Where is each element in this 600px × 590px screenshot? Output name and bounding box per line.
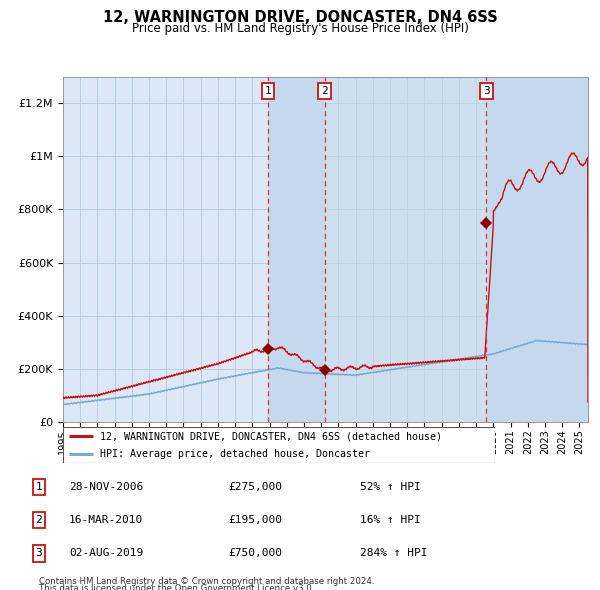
Text: 2: 2: [322, 86, 328, 96]
Text: 2: 2: [35, 516, 43, 525]
Bar: [325, 77, 486, 422]
Text: HPI: Average price, detached house, Doncaster: HPI: Average price, detached house, Donc…: [100, 449, 370, 459]
Text: 52% ↑ HPI: 52% ↑ HPI: [360, 482, 421, 491]
Text: 02-AUG-2019: 02-AUG-2019: [69, 549, 143, 558]
Text: £750,000: £750,000: [228, 549, 282, 558]
Text: This data is licensed under the Open Government Licence v3.0.: This data is licensed under the Open Gov…: [39, 584, 314, 590]
Bar: [486, 77, 588, 422]
Text: 16-MAR-2010: 16-MAR-2010: [69, 516, 143, 525]
Text: Contains HM Land Registry data © Crown copyright and database right 2024.: Contains HM Land Registry data © Crown c…: [39, 577, 374, 586]
Text: 284% ↑ HPI: 284% ↑ HPI: [360, 549, 427, 558]
Text: £195,000: £195,000: [228, 516, 282, 525]
FancyBboxPatch shape: [63, 427, 495, 463]
Text: 3: 3: [35, 549, 43, 558]
Text: 3: 3: [483, 86, 490, 96]
Text: Price paid vs. HM Land Registry's House Price Index (HPI): Price paid vs. HM Land Registry's House …: [131, 22, 469, 35]
Text: 12, WARNINGTON DRIVE, DONCASTER, DN4 6SS: 12, WARNINGTON DRIVE, DONCASTER, DN4 6SS: [103, 10, 497, 25]
Text: 12, WARNINGTON DRIVE, DONCASTER, DN4 6SS (detached house): 12, WARNINGTON DRIVE, DONCASTER, DN4 6SS…: [100, 431, 442, 441]
Text: 1: 1: [35, 482, 43, 491]
Text: 1: 1: [265, 86, 271, 96]
Text: 16% ↑ HPI: 16% ↑ HPI: [360, 516, 421, 525]
Text: £275,000: £275,000: [228, 482, 282, 491]
Bar: [268, 77, 325, 422]
Text: 28-NOV-2006: 28-NOV-2006: [69, 482, 143, 491]
